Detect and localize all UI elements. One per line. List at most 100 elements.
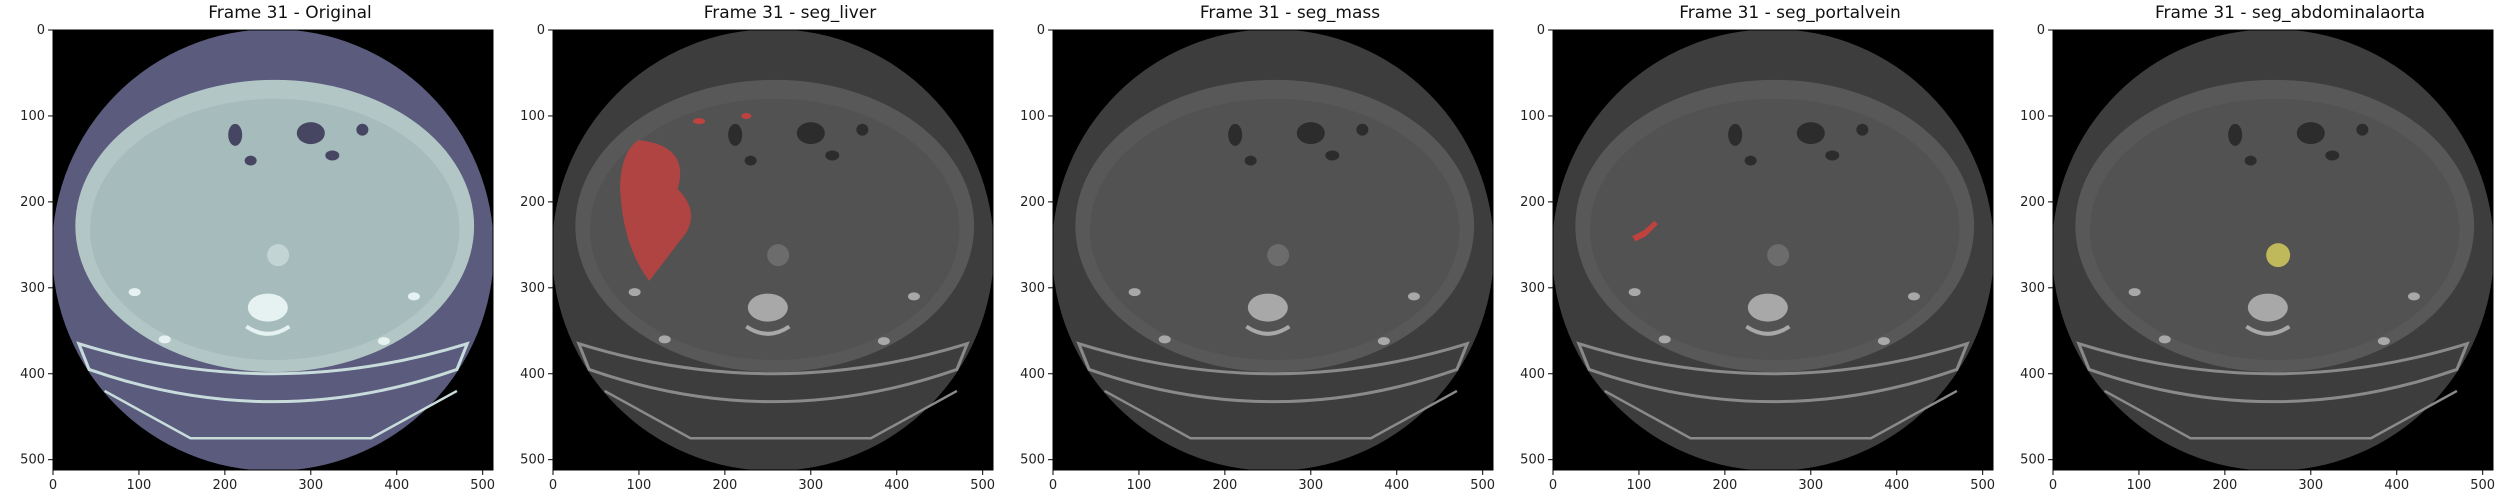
x-tick-label: 400 xyxy=(1384,478,1409,493)
bowel-gas xyxy=(1296,122,1325,145)
y-tick-label: 500 xyxy=(1020,453,1045,468)
x-tick-label: 500 xyxy=(970,478,995,493)
rib xyxy=(377,337,390,346)
x-tick-label: 500 xyxy=(1970,478,1995,493)
panel-seg-abdominalaorta: Frame 31 - seg_abdominalaorta 0 100 200 300… xyxy=(2020,0,2500,500)
ct-image xyxy=(1553,30,1993,470)
bowel-gas xyxy=(1744,155,1757,166)
y-tick-label: 200 xyxy=(2020,195,2045,210)
table-base xyxy=(103,389,458,440)
x-tick-label: 300 xyxy=(1798,478,1823,493)
spinous-process xyxy=(2245,324,2291,336)
rib xyxy=(628,288,641,297)
bowel-gas xyxy=(1856,123,1869,136)
bowel-gas xyxy=(356,123,369,136)
x-tick-label: 0 xyxy=(549,478,557,493)
rib xyxy=(1907,292,1920,301)
rib xyxy=(407,292,420,301)
abdomen-soft-tissue xyxy=(89,98,460,360)
liver-segmentation xyxy=(693,118,706,125)
scanner-table xyxy=(1576,341,1970,404)
rib xyxy=(1407,292,1420,301)
bowel-gas xyxy=(325,150,340,161)
rib xyxy=(1128,288,1141,297)
x-tick-label: 500 xyxy=(1470,478,1495,493)
y-tick-label: 100 xyxy=(20,109,45,124)
liver-segmentation xyxy=(741,112,752,119)
y-tick-label: 0 xyxy=(537,23,545,38)
panel-title: Frame 31 - seg_portalvein xyxy=(1679,3,1901,23)
panel-seg-liver: Frame 31 - seg_liver 0 100 200 300 400 500 0 10… xyxy=(520,0,1030,500)
y-tick-label: 200 xyxy=(1520,195,1545,210)
rib xyxy=(1377,337,1390,346)
spinous-process xyxy=(1245,324,1291,336)
bowel-gas xyxy=(1796,122,1825,145)
x-tick-label: 0 xyxy=(49,478,57,493)
bowel-gas xyxy=(728,123,743,146)
bowel-gas xyxy=(1825,150,1840,161)
abdomen-soft-tissue xyxy=(2089,98,2460,360)
x-tick-label: 200 xyxy=(2212,478,2237,493)
y-tick-label: 100 xyxy=(520,109,545,124)
aorta xyxy=(767,244,790,267)
y-tick-label: 500 xyxy=(1520,453,1545,468)
panel-title: Frame 31 - seg_mass xyxy=(1199,3,1381,23)
panel-original: Frame 31 - Original 0 100 200 300 400 500 0 100… xyxy=(20,0,530,500)
y-tick-label: 400 xyxy=(20,367,45,382)
y-tick-label: 400 xyxy=(1520,367,1545,382)
x-tick-label: 200 xyxy=(1712,478,1737,493)
bowel-gas xyxy=(825,150,840,161)
y-tick-label: 500 xyxy=(520,453,545,468)
y-tick-label: 200 xyxy=(520,195,545,210)
y-tick-label: 0 xyxy=(1537,23,1545,38)
y-tick-label: 400 xyxy=(1020,367,1045,382)
bowel-gas xyxy=(2244,155,2257,166)
rib xyxy=(658,335,671,344)
x-tick-label: 500 xyxy=(2470,478,2495,493)
y-tick-label: 0 xyxy=(37,23,45,38)
axes-frame xyxy=(1552,29,1994,471)
axes-frame xyxy=(1052,29,1494,471)
bowel-gas xyxy=(2356,123,2369,136)
rib xyxy=(1628,288,1641,297)
x-tick-label: 0 xyxy=(1049,478,1057,493)
abdomen-soft-tissue xyxy=(1589,98,1960,360)
x-tick-label: 400 xyxy=(384,478,409,493)
bowel-gas xyxy=(2228,123,2243,146)
x-tick-label: 200 xyxy=(1212,478,1237,493)
bowel-gas xyxy=(1728,123,1743,146)
x-tick-label: 200 xyxy=(712,478,737,493)
rib xyxy=(1158,335,1171,344)
rib xyxy=(1658,335,1671,344)
y-tick-label: 300 xyxy=(20,281,45,296)
panel-seg-portalvein: Frame 31 - seg_portalvein 0 100 200 300 400 5… xyxy=(1520,0,2030,500)
ct-image xyxy=(1053,30,1493,470)
x-tick-label: 100 xyxy=(2127,478,2152,493)
x-tick-label: 0 xyxy=(1549,478,1557,493)
liver-segmentation xyxy=(620,140,692,281)
x-tick-label: 100 xyxy=(1627,478,1652,493)
y-tick-label: 100 xyxy=(2020,109,2045,124)
spinous-process xyxy=(745,324,791,336)
x-tick-label: 400 xyxy=(2384,478,2409,493)
rib xyxy=(2158,335,2171,344)
bowel-gas xyxy=(296,122,325,145)
y-tick-label: 100 xyxy=(1020,109,1045,124)
table-base xyxy=(1603,389,1958,440)
y-tick-label: 300 xyxy=(1020,281,1045,296)
abdomen-soft-tissue xyxy=(589,98,960,360)
table-base xyxy=(1103,389,1458,440)
vertebra xyxy=(247,293,288,322)
scanner-table xyxy=(76,341,470,404)
panel-title: Frame 31 - seg_liver xyxy=(703,3,877,23)
rib xyxy=(907,292,920,301)
y-tick-label: 300 xyxy=(2020,281,2045,296)
x-tick-label: 200 xyxy=(212,478,237,493)
bowel-gas xyxy=(228,123,243,146)
x-tick-label: 300 xyxy=(298,478,323,493)
rib xyxy=(877,337,890,346)
y-tick-label: 400 xyxy=(520,367,545,382)
x-tick-label: 100 xyxy=(1127,478,1152,493)
bowel-gas xyxy=(244,155,257,166)
panel-title: Frame 31 - seg_abdominalaorta xyxy=(2154,3,2426,23)
